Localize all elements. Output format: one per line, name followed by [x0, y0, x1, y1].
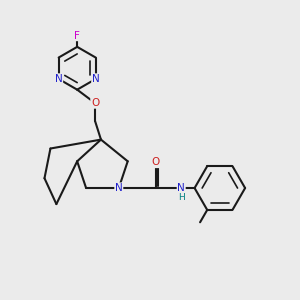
Text: N: N [177, 183, 185, 193]
Text: O: O [152, 158, 160, 167]
Text: F: F [74, 31, 80, 40]
Text: H: H [178, 193, 184, 202]
Text: N: N [55, 74, 62, 84]
Text: N: N [115, 183, 123, 193]
Text: O: O [91, 98, 99, 108]
Text: N: N [92, 74, 100, 84]
